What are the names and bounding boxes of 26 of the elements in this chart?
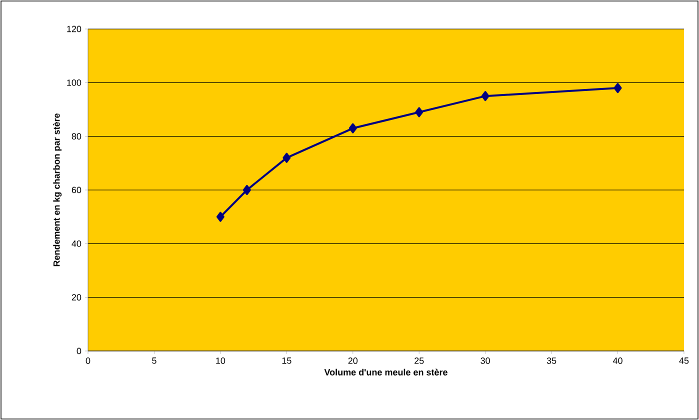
point [242,184,251,195]
y-tick-label: 40 [72,240,82,247]
y-tick-label: 0 [76,348,82,354]
y-tick-label: 20 [72,294,82,301]
point [348,123,357,134]
x-tick-label: 20 [348,358,358,364]
y-tick-label: 120 [67,26,82,32]
x-tick-label: 35 [546,358,556,364]
point [282,152,291,163]
point [415,107,424,118]
y-tick-label: 80 [72,133,82,140]
x-tick-label: 15 [282,358,292,364]
y-axis-title: Rendement en kg charbon par stère [53,114,62,266]
x-tick-label: 25 [414,358,424,364]
point [614,83,622,94]
y-tick-label: 60 [72,186,82,194]
x-tick-label: 40 [612,358,622,364]
point [481,91,490,102]
x-tick-label: 10 [216,358,226,364]
x-tick-label: 5 [152,358,156,364]
x-tick-label: 0 [86,358,90,364]
y-tick-label: 100 [67,79,82,86]
x-tick-label: 45 [679,358,689,364]
x-axis-title: Volume d'une meule en stère [324,368,448,376]
x-tick-label: 30 [480,358,490,364]
point [216,212,224,222]
